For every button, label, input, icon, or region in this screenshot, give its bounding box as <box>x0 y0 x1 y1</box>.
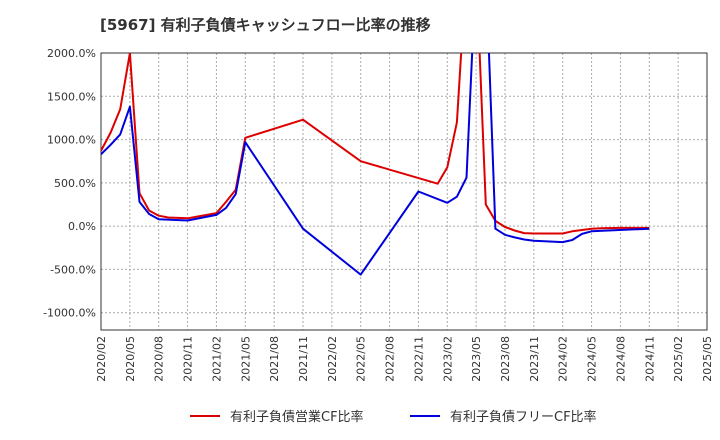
chart-title: [5967] 有利子負債キャッシュフロー比率の推移 <box>100 16 431 34</box>
y-tick-label: -1000.0% <box>43 307 96 320</box>
x-tick-label: 2020/02 <box>95 336 108 382</box>
x-tick-label: 2024/08 <box>614 336 627 382</box>
x-tick-label: 2025/02 <box>672 336 685 382</box>
y-tick-label: -500.0% <box>50 263 96 276</box>
x-tick-label: 2022/11 <box>412 336 425 382</box>
x-tick-label: 2023/11 <box>528 336 541 382</box>
plot-frame <box>100 52 708 331</box>
x-tick-label: 2025/05 <box>701 336 714 382</box>
x-tick-label: 2024/02 <box>557 336 570 382</box>
y-tick-label: 2000.0% <box>47 47 96 60</box>
y-axis-ticks: 2000.0% 1500.0% 1000.0% 500.0% 0.0% -500.0% -1… <box>43 47 96 320</box>
legend-label-1: 有利子負債営業CF比率 <box>230 409 364 425</box>
x-tick-label: 2021/08 <box>268 336 281 382</box>
x-tick-label: 2021/11 <box>297 336 310 382</box>
series-line-2 <box>101 53 650 276</box>
x-tick-label: 2024/05 <box>586 336 599 382</box>
series-lines <box>101 53 650 276</box>
x-tick-label: 2022/08 <box>384 336 397 382</box>
series-line-1 <box>101 53 650 235</box>
y-tick-label: 0.0% <box>68 220 96 233</box>
x-tick-label: 2020/05 <box>124 336 137 382</box>
legend-label-2: 有利子負債フリーCF比率 <box>450 409 597 425</box>
x-tick-label: 2020/08 <box>153 336 166 382</box>
y-tick-label: 1000.0% <box>47 134 96 147</box>
grid <box>100 52 708 330</box>
x-tick-label: 2023/05 <box>470 336 483 382</box>
y-tick-label: 500.0% <box>54 177 96 190</box>
x-axis-ticks: 2020/02 2020/05 2020/08 2020/11 2021/02 2021/… <box>95 336 714 382</box>
legend: 有利子負債営業CF比率 有利子負債フリーCF比率 <box>190 409 597 425</box>
x-tick-label: 2024/11 <box>643 336 656 382</box>
y-tick-label: 1500.0% <box>47 90 96 103</box>
x-tick-label: 2023/02 <box>441 336 454 382</box>
x-tick-label: 2021/05 <box>239 336 252 382</box>
x-tick-label: 2023/08 <box>499 336 512 382</box>
x-tick-label: 2021/02 <box>210 336 223 382</box>
x-tick-label: 2022/02 <box>326 336 339 382</box>
x-tick-label: 2020/11 <box>182 336 195 382</box>
x-tick-label: 2022/05 <box>355 336 368 382</box>
